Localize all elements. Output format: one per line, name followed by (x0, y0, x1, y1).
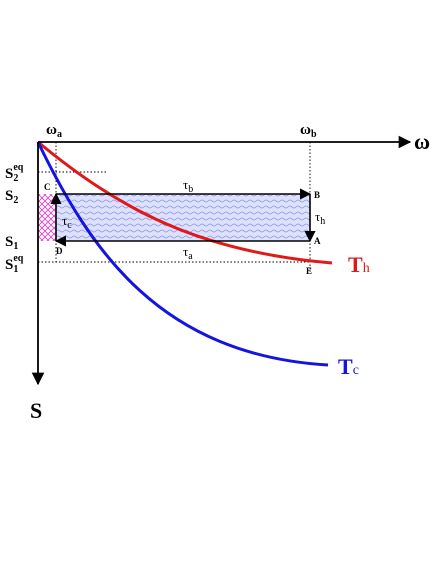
tc-label: Tc (338, 354, 359, 379)
tc-curve (36, 141, 329, 367)
point-A: A (314, 236, 321, 246)
point-C: C (44, 182, 51, 192)
tau-h-label: τh (315, 209, 325, 227)
point-E: E (306, 266, 312, 276)
tau-b-label: τb (183, 177, 193, 195)
s1-label: S1 (5, 234, 18, 252)
th-label: Th (348, 252, 370, 277)
omega-axis-label: ω (414, 129, 430, 154)
tau-a-label: τa (183, 244, 193, 262)
s2eq-label: S2eq (5, 162, 24, 184)
tau-c-label: τc (62, 213, 72, 231)
omega-b-label: ωb (300, 122, 317, 140)
point-D: D (56, 246, 63, 256)
s-axis-label: S (30, 398, 42, 423)
th-curve (37, 140, 333, 265)
crosshatch-region (38, 194, 56, 241)
omega-a-label: ωa (46, 122, 62, 140)
s1eq-label: S1eq (5, 253, 24, 275)
point-B: B (314, 190, 320, 200)
work-region (56, 194, 310, 241)
s2-label: S2 (5, 188, 18, 206)
